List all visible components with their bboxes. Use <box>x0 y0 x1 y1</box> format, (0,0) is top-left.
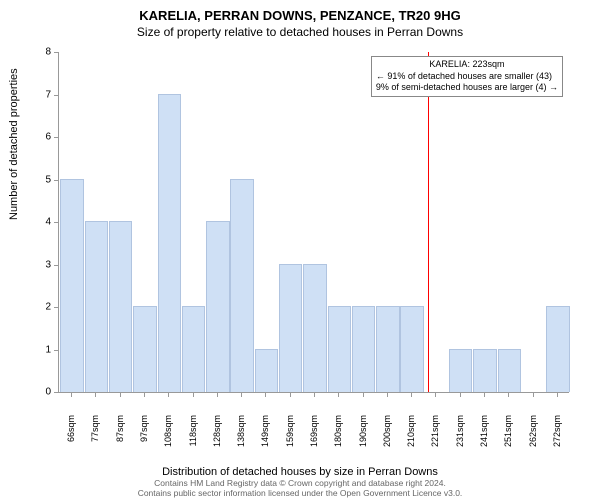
bar <box>85 221 108 392</box>
x-tick-mark <box>338 392 339 397</box>
bar <box>279 264 302 393</box>
x-tick-mark <box>387 392 388 397</box>
x-tick-label: 87sqm <box>115 415 125 455</box>
bar <box>206 221 229 392</box>
x-tick-label: 77sqm <box>90 415 100 455</box>
annotation-box: KARELIA: 223sqm← 91% of detached houses … <box>371 56 563 97</box>
bar <box>60 179 83 393</box>
x-tick-label: 200sqm <box>382 415 392 455</box>
y-tick-label: 6 <box>31 132 51 143</box>
bar <box>328 306 351 392</box>
x-tick-label: 210sqm <box>406 415 416 455</box>
x-tick-mark <box>144 392 145 397</box>
y-tick-label: 1 <box>31 344 51 355</box>
footer-line-1: Contains HM Land Registry data © Crown c… <box>0 478 600 488</box>
y-tick-label: 4 <box>31 217 51 228</box>
x-tick-mark <box>411 392 412 397</box>
y-tick-mark <box>54 350 59 351</box>
bar <box>109 221 132 392</box>
y-tick-mark <box>54 307 59 308</box>
bar <box>400 306 423 392</box>
x-tick-mark <box>265 392 266 397</box>
x-tick-mark <box>71 392 72 397</box>
x-tick-label: 128sqm <box>212 415 222 455</box>
chart-container: KARELIA, PERRAN DOWNS, PENZANCE, TR20 9H… <box>0 0 600 500</box>
y-tick-label: 5 <box>31 174 51 185</box>
x-tick-mark <box>460 392 461 397</box>
bar <box>498 349 521 393</box>
y-tick-mark <box>54 392 59 393</box>
x-tick-label: 190sqm <box>358 415 368 455</box>
footer-line-2: Contains public sector information licen… <box>0 488 600 498</box>
bar <box>133 306 156 392</box>
x-tick-mark <box>533 392 534 397</box>
x-tick-mark <box>314 392 315 397</box>
x-tick-mark <box>557 392 558 397</box>
x-tick-label: 108sqm <box>163 415 173 455</box>
x-tick-mark <box>363 392 364 397</box>
x-tick-label: 241sqm <box>479 415 489 455</box>
x-tick-label: 262sqm <box>528 415 538 455</box>
x-tick-label: 272sqm <box>552 415 562 455</box>
x-axis-label: Distribution of detached houses by size … <box>0 466 600 478</box>
y-tick-mark <box>54 265 59 266</box>
y-tick-mark <box>54 137 59 138</box>
x-tick-label: 231sqm <box>455 415 465 455</box>
bar <box>255 349 278 393</box>
x-tick-mark <box>168 392 169 397</box>
y-tick-mark <box>54 52 59 53</box>
bar <box>352 306 375 392</box>
plot-area: 01234567866sqm77sqm87sqm97sqm108sqm118sq… <box>58 52 569 393</box>
y-tick-label: 8 <box>31 47 51 58</box>
bar <box>473 349 496 393</box>
x-tick-mark <box>508 392 509 397</box>
y-tick-label: 0 <box>31 387 51 398</box>
x-tick-label: 251sqm <box>503 415 513 455</box>
y-tick-label: 7 <box>31 89 51 100</box>
x-tick-mark <box>435 392 436 397</box>
x-tick-label: 138sqm <box>236 415 246 455</box>
x-tick-mark <box>120 392 121 397</box>
x-tick-label: 66sqm <box>66 415 76 455</box>
chart-title: KARELIA, PERRAN DOWNS, PENZANCE, TR20 9H… <box>0 0 600 23</box>
chart-subtitle: Size of property relative to detached ho… <box>0 23 600 39</box>
x-tick-label: 97sqm <box>139 415 149 455</box>
marker-line <box>428 52 429 392</box>
y-tick-mark <box>54 180 59 181</box>
x-tick-label: 149sqm <box>260 415 270 455</box>
bar <box>303 264 326 393</box>
x-tick-mark <box>484 392 485 397</box>
bar <box>546 306 569 392</box>
chart-footer: Contains HM Land Registry data © Crown c… <box>0 478 600 498</box>
bar <box>376 306 399 392</box>
y-tick-mark <box>54 95 59 96</box>
x-tick-mark <box>241 392 242 397</box>
x-tick-mark <box>217 392 218 397</box>
x-tick-label: 159sqm <box>285 415 295 455</box>
annotation-right: 9% of semi-detached houses are larger (4… <box>376 82 558 94</box>
x-tick-mark <box>193 392 194 397</box>
y-tick-label: 2 <box>31 302 51 313</box>
annotation-left: ← 91% of detached houses are smaller (43… <box>376 71 558 83</box>
x-tick-label: 180sqm <box>333 415 343 455</box>
x-tick-mark <box>290 392 291 397</box>
x-tick-label: 221sqm <box>430 415 440 455</box>
x-tick-mark <box>95 392 96 397</box>
x-tick-label: 118sqm <box>188 415 198 455</box>
annotation-title: KARELIA: 223sqm <box>376 59 558 71</box>
bar <box>449 349 472 393</box>
bar <box>182 306 205 392</box>
y-axis-label: Number of detached properties <box>8 68 20 220</box>
y-tick-mark <box>54 222 59 223</box>
y-tick-label: 3 <box>31 259 51 270</box>
x-tick-label: 169sqm <box>309 415 319 455</box>
bar <box>230 179 253 393</box>
bar <box>158 94 181 393</box>
